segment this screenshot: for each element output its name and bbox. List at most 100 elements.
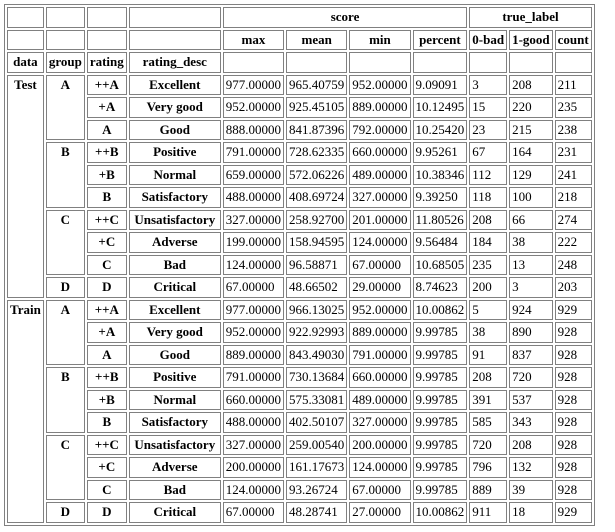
column-header-percent: percent	[412, 29, 468, 50]
header-row-2: max mean min percent 0-bad 1-good count	[7, 29, 592, 50]
row-label-rating: ++B	[86, 367, 127, 388]
cell-min: 952.00000	[349, 299, 411, 320]
cell-count: 211	[554, 74, 592, 95]
table-row: +A Very good 952.00000 925.45105 889.00000 10…	[7, 97, 592, 118]
cell-good: 220	[509, 97, 553, 118]
row-label-rating: +C	[86, 232, 127, 253]
row-label-rating-desc: Bad	[128, 479, 221, 500]
cell-max: 977.00000	[222, 74, 285, 95]
cell-min: 889.00000	[349, 97, 411, 118]
cell-percent: 11.80526	[412, 209, 468, 230]
row-label-group: C	[45, 209, 85, 275]
cell-count: 231	[554, 142, 592, 163]
empty-header-cell	[554, 52, 592, 73]
cell-mean: 966.13025	[286, 299, 348, 320]
empty-header-cell	[128, 7, 221, 28]
cell-percent: 9.99785	[412, 457, 468, 478]
row-label-rating-desc: Bad	[128, 254, 221, 275]
cell-good: 924	[509, 299, 553, 320]
row-label-group: A	[45, 299, 85, 365]
cell-mean: 93.26724	[286, 479, 348, 500]
row-label-rating-desc: Adverse	[128, 232, 221, 253]
table-header: score true_label max mean min percent 0-…	[7, 7, 592, 73]
row-label-rating-desc: Good	[128, 119, 221, 140]
row-label-rating: +A	[86, 97, 127, 118]
cell-max: 659.00000	[222, 164, 285, 185]
row-label-rating: B	[86, 187, 127, 208]
cell-percent: 9.99785	[412, 344, 468, 365]
empty-header-cell	[222, 52, 285, 73]
index-header-group: group	[45, 52, 85, 73]
row-label-group: D	[45, 502, 85, 523]
row-label-rating-desc: Unsatisfactory	[128, 209, 221, 230]
cell-good: 537	[509, 389, 553, 410]
cell-max: 952.00000	[222, 97, 285, 118]
row-label-rating: B	[86, 412, 127, 433]
cell-percent: 10.12495	[412, 97, 468, 118]
table-row: +B Normal 659.00000 572.06226 489.00000 10.38…	[7, 164, 592, 185]
table-row: +C Adverse 199.00000 158.94595 124.00000 9.56…	[7, 232, 592, 253]
cell-count: 222	[554, 232, 592, 253]
cell-mean: 728.62335	[286, 142, 348, 163]
cell-max: 67.00000	[222, 277, 285, 298]
cell-mean: 925.45105	[286, 97, 348, 118]
cell-percent: 10.00862	[412, 502, 468, 523]
index-header-rating-desc: rating_desc	[128, 52, 221, 73]
row-label-rating: C	[86, 254, 127, 275]
cell-mean: 48.66502	[286, 277, 348, 298]
cell-min: 27.00000	[349, 502, 411, 523]
cell-max: 977.00000	[222, 299, 285, 320]
cell-good: 13	[509, 254, 553, 275]
cell-count: 241	[554, 164, 592, 185]
empty-header-cell	[45, 29, 85, 50]
column-header-max: max	[222, 29, 285, 50]
cell-min: 791.00000	[349, 344, 411, 365]
cell-mean: 402.50107	[286, 412, 348, 433]
cell-bad: 200	[469, 277, 508, 298]
cell-good: 129	[509, 164, 553, 185]
table-row: +A Very good 952.00000 922.92993 889.00000 9.…	[7, 322, 592, 343]
row-label-rating-desc: Positive	[128, 142, 221, 163]
cell-good: 66	[509, 209, 553, 230]
column-header-bad: 0-bad	[469, 29, 508, 50]
cell-percent: 8.74623	[412, 277, 468, 298]
table-row: D D Critical 67.00000 48.66502 29.00000 8.7462…	[7, 277, 592, 298]
cell-bad: 184	[469, 232, 508, 253]
cell-bad: 112	[469, 164, 508, 185]
cell-max: 124.00000	[222, 479, 285, 500]
cell-min: 200.00000	[349, 434, 411, 455]
row-label-group: B	[45, 142, 85, 208]
cell-min: 792.00000	[349, 119, 411, 140]
table-row: B Satisfactory 488.00000 408.69724 327.00000…	[7, 187, 592, 208]
cell-good: 164	[509, 142, 553, 163]
cell-min: 327.00000	[349, 187, 411, 208]
row-label-rating: A	[86, 119, 127, 140]
cell-mean: 161.17673	[286, 457, 348, 478]
cell-good: 39	[509, 479, 553, 500]
cell-good: 720	[509, 367, 553, 388]
cell-count: 928	[554, 434, 592, 455]
cell-bad: 235	[469, 254, 508, 275]
cell-max: 952.00000	[222, 322, 285, 343]
cell-good: 18	[509, 502, 553, 523]
cell-max: 888.00000	[222, 119, 285, 140]
row-label-rating-desc: Normal	[128, 164, 221, 185]
cell-count: 928	[554, 344, 592, 365]
data-table: score true_label max mean min percent 0-…	[4, 4, 595, 526]
cell-max: 199.00000	[222, 232, 285, 253]
row-label-rating-desc: Unsatisfactory	[128, 434, 221, 455]
table-row: B ++B Positive 791.00000 730.13684 660.00000 9…	[7, 367, 592, 433]
cell-percent: 9.99785	[412, 479, 468, 500]
column-header-good: 1-good	[509, 29, 553, 50]
cell-bad: 911	[469, 502, 508, 523]
cell-max: 327.00000	[222, 209, 285, 230]
cell-max: 488.00000	[222, 187, 285, 208]
cell-max: 327.00000	[222, 434, 285, 455]
cell-percent: 10.25420	[412, 119, 468, 140]
row-label-rating-desc: Excellent	[128, 74, 221, 95]
row-label-rating: D	[86, 502, 127, 523]
column-header-count: count	[554, 29, 592, 50]
cell-percent: 9.95261	[412, 142, 468, 163]
row-label-rating-desc: Excellent	[128, 299, 221, 320]
